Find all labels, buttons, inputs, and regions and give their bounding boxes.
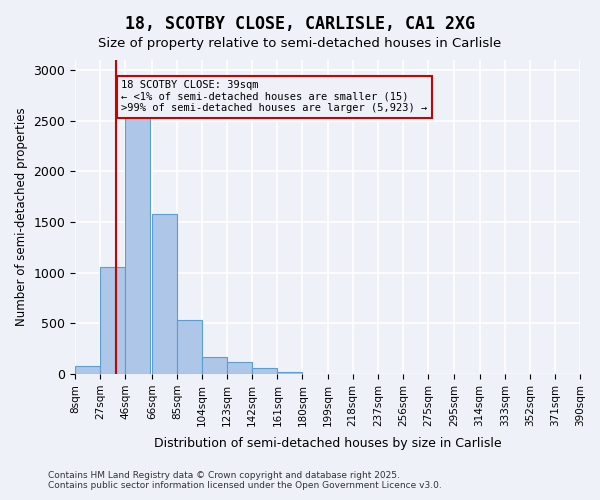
Bar: [100, 266, 125, 374]
Text: Contains HM Land Registry data © Crown copyright and database right 2025.
Contai: Contains HM Land Registry data © Crown c…: [48, 470, 442, 490]
Bar: [227, 362, 252, 374]
Bar: [177, 320, 202, 374]
Text: Size of property relative to semi-detached houses in Carlisle: Size of property relative to semi-detach…: [98, 38, 502, 51]
Bar: [252, 368, 277, 374]
X-axis label: Distribution of semi-detached houses by size in Carlisle: Distribution of semi-detached houses by …: [154, 437, 502, 450]
Bar: [75, 366, 100, 374]
Y-axis label: Number of semi-detached properties: Number of semi-detached properties: [15, 108, 28, 326]
Bar: [152, 214, 177, 374]
Text: 18, SCOTBY CLOSE, CARLISLE, CA1 2XG: 18, SCOTBY CLOSE, CARLISLE, CA1 2XG: [125, 15, 475, 33]
Bar: [125, 108, 151, 374]
Bar: [202, 357, 227, 374]
Bar: [277, 372, 302, 374]
Text: 18 SCOTBY CLOSE: 39sqm
← <1% of semi-detached houses are smaller (15)
>99% of se: 18 SCOTBY CLOSE: 39sqm ← <1% of semi-det…: [121, 80, 428, 114]
